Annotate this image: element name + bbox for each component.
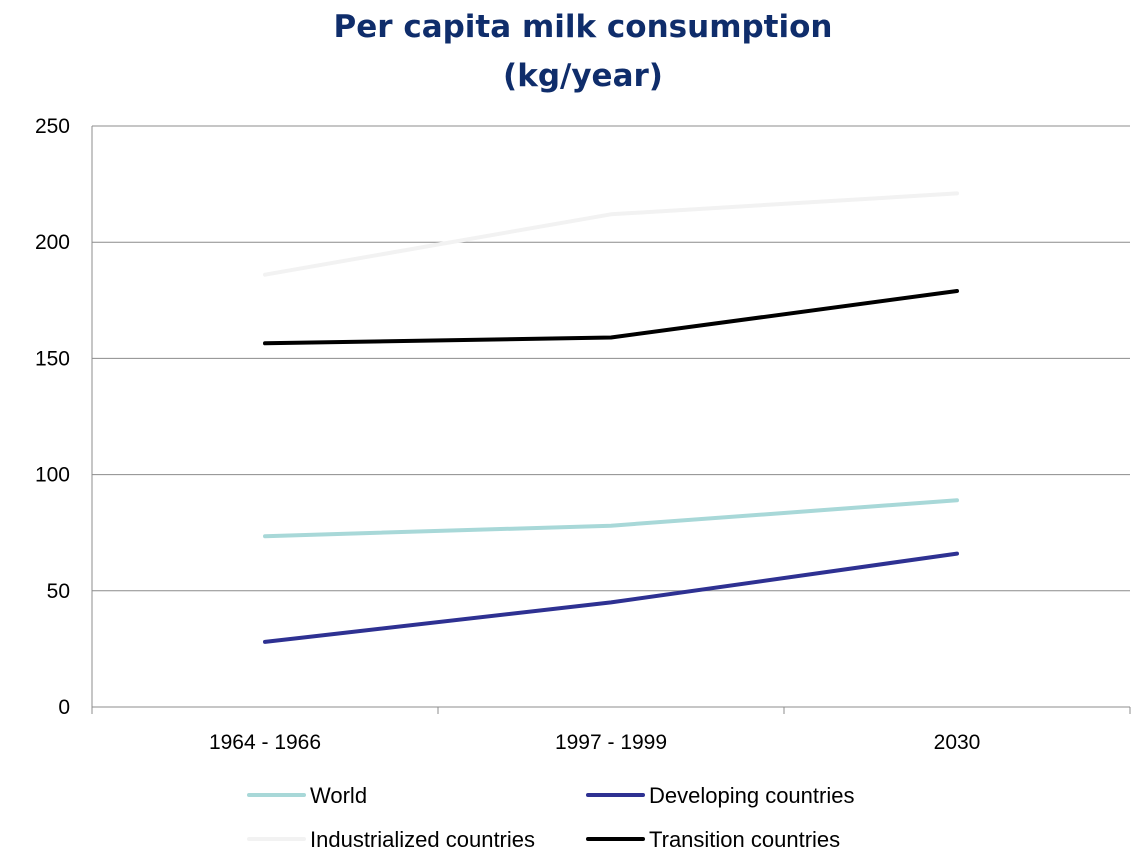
chart-subtitle: (kg/year)	[503, 58, 663, 94]
y-tick-label: 250	[35, 115, 70, 138]
legend-label: Developing countries	[649, 783, 854, 808]
legend-label: Industrialized countries	[310, 827, 535, 852]
x-tick-label: 1997 - 1999	[555, 731, 667, 754]
chart-title: Per capita milk consumption	[334, 9, 833, 45]
x-tick-label: 2030	[934, 731, 981, 754]
legend-item: Transition countries	[586, 827, 840, 852]
y-tick-label: 50	[47, 580, 70, 603]
legend: World Developing countries Industrialized …	[247, 783, 854, 852]
series-line-industrialized-countries	[263, 191, 959, 277]
y-tick-label: 100	[35, 464, 70, 487]
series-line-world	[263, 498, 959, 539]
x-tick-labels: 1964 - 1966 1997 - 1999 2030	[209, 731, 980, 754]
series-line-developing-countries	[263, 551, 959, 644]
series-line-transition-countries	[263, 289, 959, 346]
y-tick-labels: 0 50 100 150 200 250	[35, 115, 70, 719]
x-tick-label: 1964 - 1966	[209, 731, 321, 754]
y-tick-label: 0	[58, 696, 70, 719]
legend-item: Industrialized countries	[247, 827, 535, 852]
y-tick-label: 150	[35, 347, 70, 370]
y-tick-label: 200	[35, 231, 70, 254]
grid-lines	[92, 125, 1130, 592]
legend-label: Transition countries	[649, 827, 840, 852]
legend-item: Developing countries	[586, 783, 854, 808]
legend-label: World	[310, 783, 367, 808]
legend-item: World	[247, 783, 367, 808]
axes	[91, 126, 1131, 714]
series-lines	[263, 191, 959, 644]
